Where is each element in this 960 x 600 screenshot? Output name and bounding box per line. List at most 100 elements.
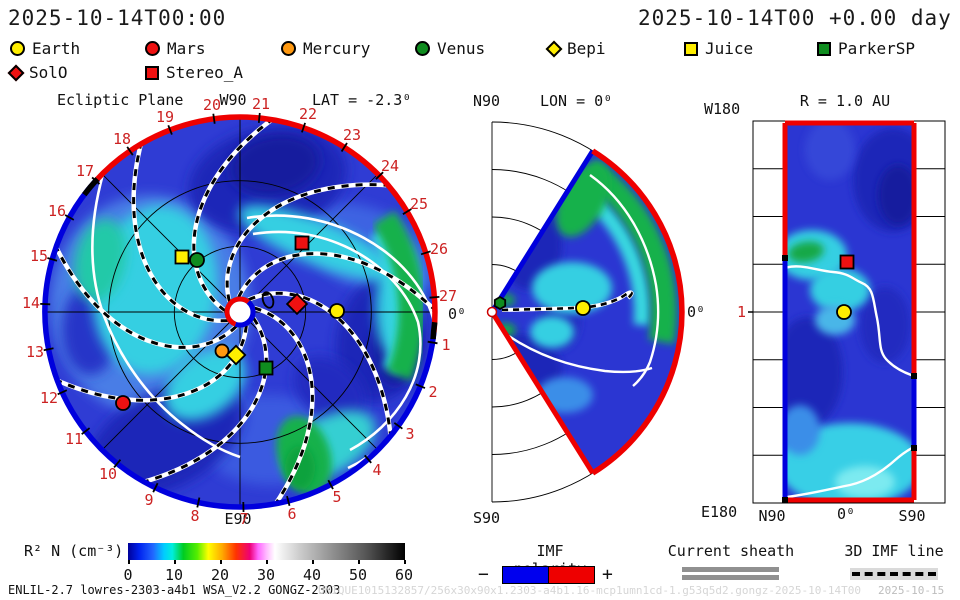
- meridional-imf-line: [501, 290, 634, 312]
- heliosphere-plots: Ecliptic Plane W90 LAT = -2.3⁰ 0⁰ E90 1 …: [22, 91, 946, 528]
- ecliptic-lat-label: LAT = -2.3⁰: [312, 91, 411, 109]
- run-id-text: UNIQUE1015132857/256x30x90x1.2303-a4b1.1…: [318, 584, 862, 597]
- legend-item-mercury: Mercury: [281, 39, 370, 58]
- mars-marker: [115, 395, 131, 411]
- stereoa-marker: [294, 235, 310, 251]
- bepi-marker: [225, 344, 247, 366]
- current-sheath-swatch: [682, 575, 779, 580]
- radial-current-sheet: [787, 265, 912, 499]
- colorbar-tick: [174, 560, 176, 564]
- meridional-bottom-label: S90: [473, 509, 500, 527]
- day-number: 9: [144, 491, 153, 509]
- ecliptic-day-ticks: [40, 112, 440, 513]
- day-number: 26: [430, 240, 448, 258]
- venus-marker-icon: [415, 41, 430, 56]
- legend-item-stereoa: Stereo_A: [145, 63, 243, 82]
- earth-marker: [836, 304, 852, 320]
- colorbar-tick-label: 10: [164, 566, 184, 584]
- day-number: 25: [410, 195, 428, 213]
- juice-marker: [174, 249, 190, 265]
- day-number: 15: [30, 247, 48, 265]
- meridional-sun-marker: [486, 306, 498, 318]
- legend-label: Mars: [167, 39, 206, 58]
- mercury-marker-icon: [281, 41, 296, 56]
- colorbar-tick-label: 0: [123, 566, 133, 584]
- day-number: 1: [441, 336, 450, 354]
- colorbar-label: R² N (cm⁻³): [24, 542, 124, 560]
- day-number: 3: [405, 425, 414, 443]
- imf-plus-sign: +: [602, 564, 613, 585]
- radial-title: R = 1.0 AU: [800, 92, 890, 110]
- radial-xlabel-0: 0⁰: [837, 505, 855, 523]
- model-version-text: ENLIL-2.7 lowres-2303-a4b1 WSA_V2.2 GONG…: [8, 583, 341, 597]
- imf-line-title: 3D IMF line: [844, 542, 944, 560]
- venus-marker: [493, 295, 507, 311]
- legend-item-solo: SolO: [7, 63, 68, 82]
- imf-minus-sign: −: [478, 564, 489, 585]
- colorbar-tick: [312, 560, 314, 564]
- ecliptic-right-label: 0⁰: [448, 305, 466, 323]
- day-number: 11: [65, 430, 83, 448]
- legend-label: Juice: [705, 39, 754, 58]
- stereoa-marker: [839, 254, 855, 270]
- meridional-title: LON = 0⁰: [540, 92, 612, 110]
- ecliptic-boundary-polarity: [42, 114, 438, 510]
- colorbar-tick: [220, 560, 222, 564]
- colorbar-tick-label: 50: [348, 566, 368, 584]
- day-number: 21: [252, 95, 270, 113]
- legend-label: Venus: [437, 39, 486, 58]
- legend-label: ParkerSP: [838, 39, 916, 58]
- imf-negative-swatch: [502, 566, 549, 584]
- radial-shell-panel: W180 R = 1.0 AU E180 N90 0⁰ S90 1: [701, 92, 946, 525]
- imf-positive-swatch: [548, 566, 595, 584]
- earth-marker-icon: [10, 41, 25, 56]
- day-number: 23: [343, 126, 361, 144]
- day-number: 27: [439, 287, 457, 305]
- day-number: 14: [22, 294, 40, 312]
- colorbar-tick: [358, 560, 360, 564]
- ecliptic-bottom-label: E90: [224, 510, 251, 528]
- forecast-timestamp: 2025-10-14T00 +0.00 day: [638, 6, 952, 30]
- day-number: 20: [203, 96, 221, 114]
- meridional-body-markers: [493, 295, 591, 316]
- legend-label: Mercury: [303, 39, 371, 58]
- radial-xlabel-s90: S90: [898, 507, 925, 525]
- colorbar-tick: [404, 560, 406, 564]
- meridional-current-sheet: [499, 174, 660, 387]
- day-number: 24: [381, 157, 399, 175]
- meridional-panel: N90 LON = 0⁰ S90 0⁰: [473, 92, 705, 527]
- current-sheath-swatch: [682, 567, 779, 572]
- parkersp-marker-icon: [817, 41, 831, 56]
- day-number: 6: [287, 505, 296, 523]
- stereoa-marker-icon: [145, 65, 159, 80]
- mars-marker-icon: [145, 41, 160, 56]
- ecliptic-plane-panel: Ecliptic Plane W90 LAT = -2.3⁰ 0⁰ E90 1 …: [22, 91, 466, 528]
- left-timestamp: 2025-10-14T00:00: [8, 6, 227, 30]
- radial-xlabel-n90: N90: [758, 507, 785, 525]
- parkersp-marker: [258, 360, 274, 376]
- meridional-top-label: N90: [473, 92, 500, 110]
- ecliptic-top-label: W90: [219, 91, 246, 109]
- ecliptic-body-markers: [115, 235, 345, 411]
- colorbar-tick: [266, 560, 268, 564]
- legend-item-juice: Juice: [684, 39, 753, 58]
- juice-marker-icon: [684, 41, 698, 56]
- venus-marker: [189, 252, 205, 268]
- day-number: 5: [332, 488, 341, 506]
- radial-row-label: 1: [737, 303, 746, 321]
- legend-item-parkersp: ParkerSP: [817, 39, 915, 58]
- radial-boundary-polarity: [782, 120, 917, 503]
- colorbar-tick-label: 30: [256, 566, 276, 584]
- day-number: 12: [40, 389, 58, 407]
- day-number: 4: [372, 461, 381, 479]
- day-number: 2: [428, 383, 437, 401]
- day-number: 22: [299, 105, 317, 123]
- legend-item-venus: Venus: [415, 39, 485, 58]
- ecliptic-title: Ecliptic Plane: [57, 91, 183, 109]
- current-sheath-title: Current sheath: [667, 542, 795, 560]
- radial-topleft-label: W180: [704, 100, 740, 118]
- imf-line-dash-icon: [852, 572, 936, 576]
- earth-marker: [329, 303, 345, 319]
- render-date-text: 2025-10-15: [878, 584, 945, 597]
